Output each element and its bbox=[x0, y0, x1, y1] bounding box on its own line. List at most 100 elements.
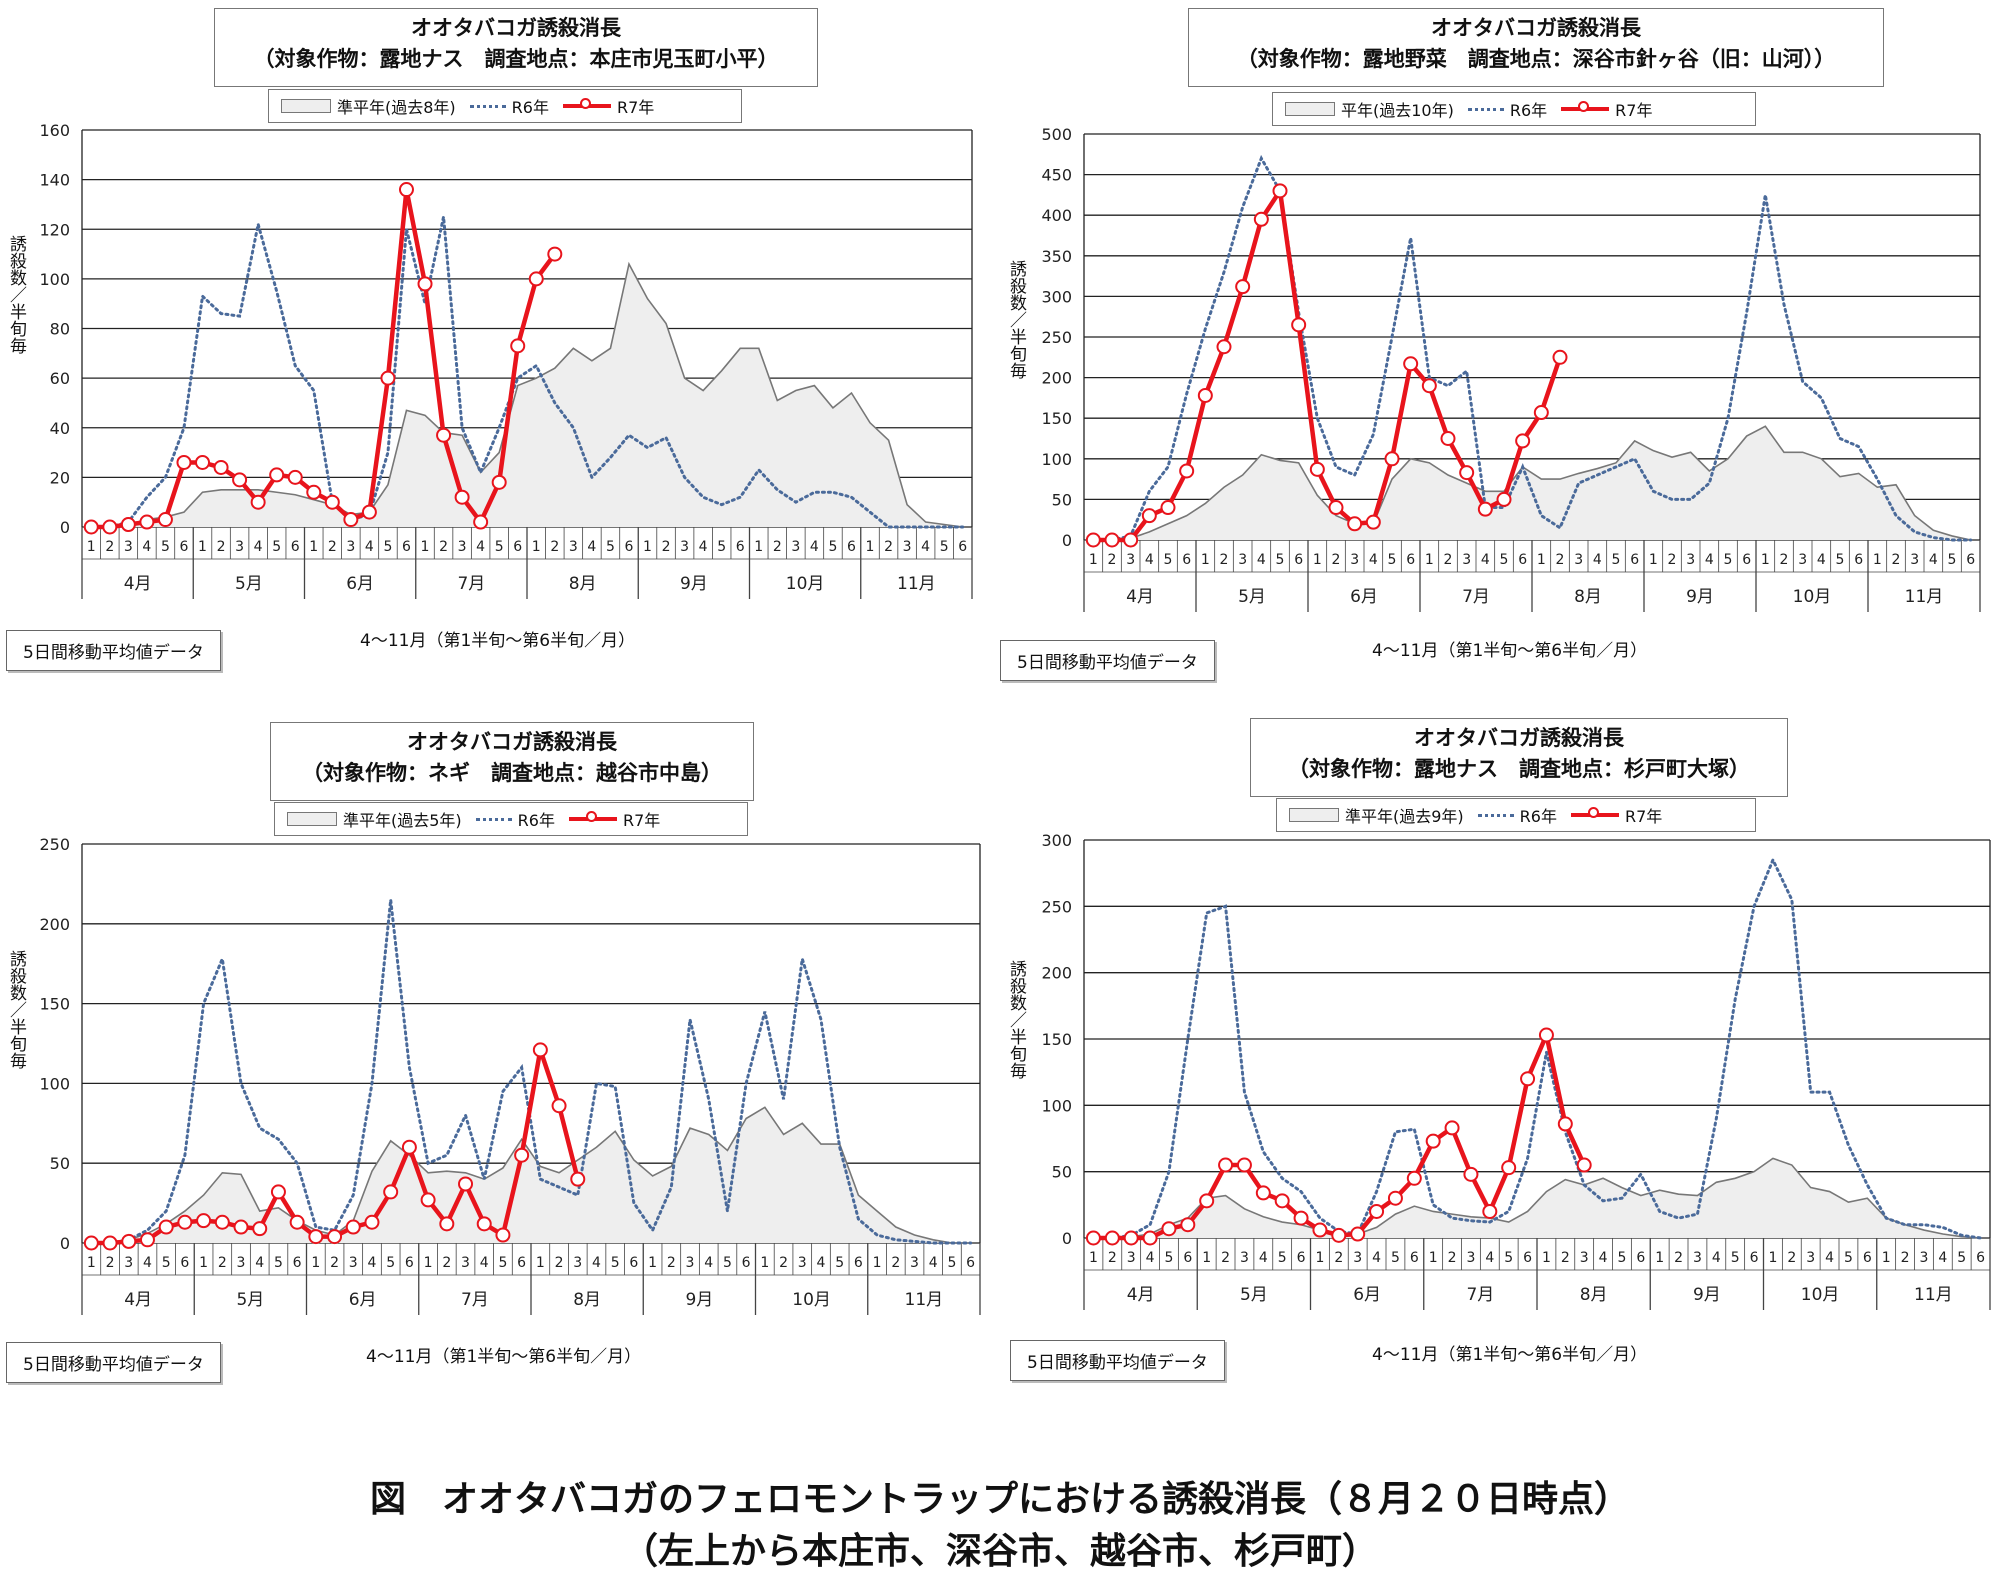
x-tick-label: 2 bbox=[667, 1255, 676, 1271]
chart-legend: 平年(過去10年) R6年 R7年 bbox=[1272, 92, 1756, 126]
x-tick-label: 5 bbox=[1276, 552, 1285, 568]
x-tick-label: 5 bbox=[1164, 1250, 1173, 1266]
x-tick-label: 2 bbox=[779, 1255, 788, 1271]
series-r7-point bbox=[270, 1184, 286, 1200]
x-tick-label: 6 bbox=[1183, 1250, 1192, 1266]
x-tick-label: 3 bbox=[1806, 1250, 1815, 1266]
x-tick-label: 3 bbox=[349, 1255, 358, 1271]
series-r6-line bbox=[89, 216, 965, 529]
series-r7-point bbox=[1440, 431, 1456, 446]
month-label: 7月 bbox=[1462, 587, 1490, 607]
series-r7-point bbox=[491, 474, 507, 490]
x-tick-label: 6 bbox=[847, 539, 856, 555]
y-tick-label: 60 bbox=[50, 369, 70, 388]
series-r7-point bbox=[1328, 500, 1344, 516]
x-tick-label: 6 bbox=[1182, 552, 1191, 568]
y-tick-label: 200 bbox=[39, 915, 70, 934]
month-label: 4月 bbox=[124, 1290, 152, 1310]
x-tick-label: 5 bbox=[723, 1255, 732, 1271]
series-average-line bbox=[91, 1106, 971, 1244]
series-r7-point bbox=[1104, 1230, 1120, 1246]
x-tick-label: 1 bbox=[1542, 1250, 1551, 1266]
chart-legend: 準平年(過去9年) R6年 R7年 bbox=[1276, 798, 1756, 832]
x-tick-label: 4 bbox=[810, 539, 819, 555]
month-label: 9月 bbox=[1686, 587, 1714, 607]
series-r7-point bbox=[1425, 1133, 1441, 1149]
series-r7-point bbox=[1463, 1166, 1479, 1182]
series-r7-point bbox=[1387, 1190, 1403, 1206]
series-r7-point bbox=[454, 489, 470, 505]
x-tick-label: 5 bbox=[386, 1255, 395, 1271]
legend-label-average: 準平年(過去5年) bbox=[343, 811, 462, 830]
y-tick-label: 100 bbox=[1041, 1096, 1072, 1115]
x-tick-label: 4 bbox=[1146, 1250, 1155, 1266]
x-tick-label: 6 bbox=[1636, 1250, 1645, 1266]
y-axis-label: 誘殺数／半旬毎 bbox=[6, 950, 26, 1069]
chart-subtitle: （対象作物：露地ナス 調査地点：本庄市児玉町小平） bbox=[253, 47, 779, 71]
x-tick-label: 3 bbox=[680, 539, 689, 555]
x-tick-label: 4 bbox=[1712, 1250, 1721, 1266]
month-label: 6月 bbox=[1353, 1285, 1381, 1305]
series-r7-point bbox=[1365, 514, 1381, 530]
x-tick-label: 6 bbox=[1750, 1250, 1759, 1266]
chart-title-box: オオタバコガ誘殺消長 （対象作物：露地ナス 調査地点：本庄市児玉町小平） bbox=[214, 8, 818, 87]
series-r7-point bbox=[1384, 451, 1400, 467]
x-tick-label: 3 bbox=[1127, 1250, 1136, 1266]
x-tick-label: 2 bbox=[217, 539, 226, 555]
y-tick-label: 0 bbox=[60, 1234, 70, 1253]
series-r7-point bbox=[1255, 1185, 1271, 1201]
series-average-area bbox=[1093, 1158, 1981, 1238]
month-label: 11月 bbox=[1914, 1285, 1953, 1305]
x-tick-label: 3 bbox=[1238, 552, 1247, 568]
x-tick-label: 4 bbox=[254, 539, 263, 555]
month-label: 9月 bbox=[685, 1290, 713, 1310]
x-tick-label: 4 bbox=[1485, 1250, 1494, 1266]
x-tick-label: 1 bbox=[754, 539, 763, 555]
x-tick-label: 3 bbox=[1466, 1250, 1475, 1266]
x-tick-label: 2 bbox=[218, 1255, 227, 1271]
series-r7-line bbox=[1093, 188, 1563, 543]
series-r7-point bbox=[1403, 356, 1419, 372]
x-tick-label: 1 bbox=[1768, 1250, 1777, 1266]
series-r7-point bbox=[196, 1213, 212, 1229]
x-tick-label: 2 bbox=[1108, 552, 1117, 568]
x-tick-label: 1 bbox=[1313, 552, 1322, 568]
series-r7-point bbox=[1557, 1116, 1573, 1132]
x-tick-label: 5 bbox=[1957, 1250, 1966, 1266]
x-tick-label: 3 bbox=[1350, 552, 1359, 568]
x-tick-label: 3 bbox=[346, 539, 355, 555]
x-tick-label: 4 bbox=[929, 1255, 938, 1271]
x-tick-label: 2 bbox=[1668, 552, 1677, 568]
y-tick-label: 50 bbox=[1052, 1163, 1072, 1182]
x-tick-label: 4 bbox=[476, 539, 485, 555]
x-tick-label: 4 bbox=[817, 1255, 826, 1271]
series-r7-point bbox=[547, 246, 563, 262]
legend-swatch-r7 bbox=[1570, 807, 1619, 818]
y-tick-label: 80 bbox=[50, 320, 70, 339]
chart-panel-sugito: オオタバコガ誘殺消長 （対象作物：露地ナス 調査地点：杉戸町大塚） 準平年(過去… bbox=[1000, 710, 2000, 1400]
x-tick-label: 1 bbox=[309, 539, 318, 555]
series-r7-point bbox=[1576, 1157, 1592, 1173]
series-r7-point bbox=[361, 504, 377, 520]
chart-legend: 準平年(過去8年) R6年 R7年 bbox=[268, 89, 742, 123]
series-r7-point bbox=[1199, 1193, 1215, 1209]
x-tick-label: 4 bbox=[143, 1255, 152, 1271]
x-tick-label: 4 bbox=[142, 539, 151, 555]
x-tick-label: 2 bbox=[1221, 1250, 1230, 1266]
x-tick-label: 2 bbox=[1561, 1250, 1570, 1266]
x-tick-label: 2 bbox=[330, 1255, 339, 1271]
chart-subtitle: （対象作物：ネギ 調査地点：越谷市中島） bbox=[302, 761, 722, 785]
series-r7-point bbox=[158, 1219, 174, 1235]
data-note: 5日間移動平均値データ bbox=[1000, 640, 1215, 681]
x-tick-label: 5 bbox=[383, 539, 392, 555]
legend-swatch-average bbox=[287, 812, 337, 826]
x-axis-caption: 4～11月（第1半旬～第6半旬／月） bbox=[360, 631, 636, 651]
x-tick-label: 2 bbox=[884, 539, 893, 555]
x-tick-label: 6 bbox=[405, 1255, 414, 1271]
x-tick-label: 1 bbox=[199, 1255, 208, 1271]
x-tick-label: 6 bbox=[1976, 1250, 1985, 1266]
month-label: 9月 bbox=[680, 574, 708, 594]
x-tick-label: 2 bbox=[1108, 1250, 1117, 1266]
legend-label-r7: R7年 bbox=[1624, 807, 1663, 826]
y-tick-label: 150 bbox=[1041, 409, 1072, 428]
